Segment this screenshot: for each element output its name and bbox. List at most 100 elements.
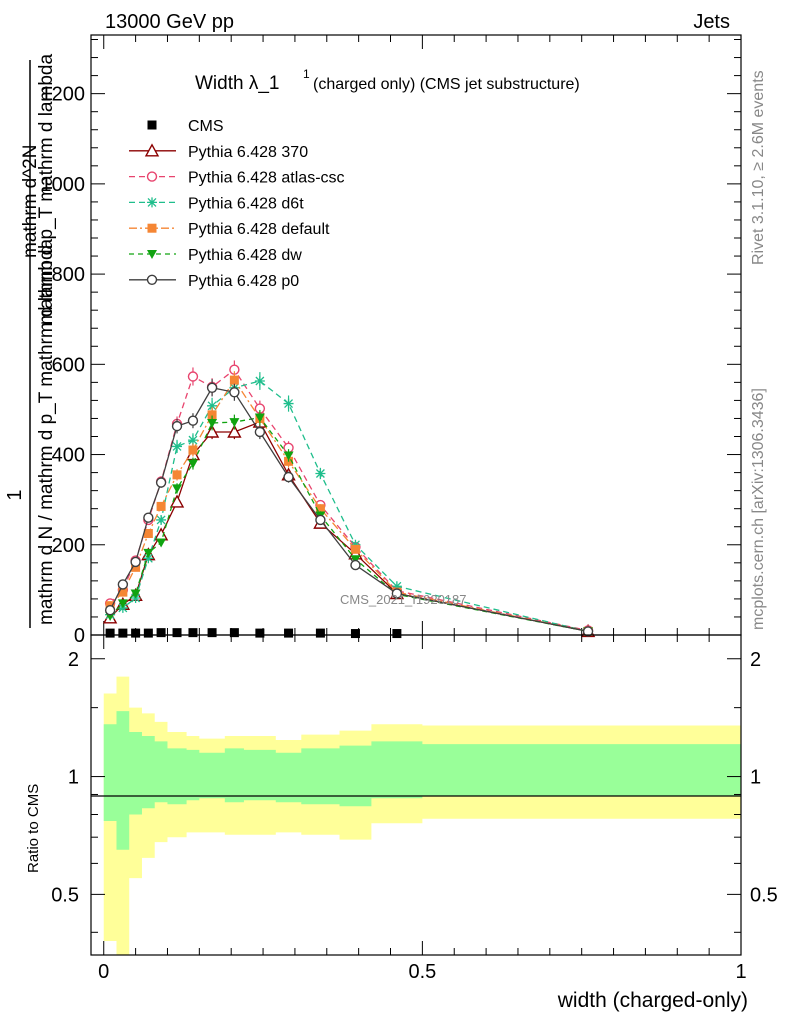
title-sup: 1	[303, 67, 310, 81]
legend: CMS Pythia 6.428 370 Pythia 6.428 atlas-cs…	[129, 118, 345, 290]
ylabel-right-top: mathrm d^2N	[20, 145, 41, 258]
main-ytick-label: 0	[74, 625, 85, 647]
main-ylabel: 1 mathrm d N / mathrm d p_T mathrm d lam…	[4, 54, 57, 628]
series-cms	[105, 628, 402, 639]
point-cms	[207, 628, 217, 638]
point-cms	[131, 628, 141, 638]
ratio-bands	[103, 676, 741, 955]
point-d6t	[350, 539, 361, 550]
main-ytick-label: 800	[52, 264, 85, 286]
header-left: 13000 GeV pp	[105, 11, 234, 33]
point-atlas	[187, 371, 199, 382]
point-d6t	[143, 553, 154, 564]
ratio-ytick-label-right: 0.5	[750, 884, 778, 906]
legend-item-d6t: Pythia 6.428 d6t	[129, 195, 304, 212]
legend-marker-dw	[147, 250, 157, 259]
point-default	[188, 445, 198, 455]
point-p0	[117, 579, 129, 590]
point-p370	[153, 527, 169, 541]
legend-marker-p370	[144, 143, 160, 157]
point-default	[156, 501, 166, 511]
legend-label-atlas: Pythia 6.428 atlas-csc	[188, 170, 345, 187]
mcplots-label: mcplots.cern.ch [arXiv:1306.3436]	[750, 388, 767, 630]
point-default	[172, 470, 182, 480]
ratio-band-inner	[103, 711, 741, 850]
main-ytick-label: 200	[52, 535, 85, 557]
point-dw	[283, 451, 294, 461]
point-p0	[171, 420, 183, 432]
xtick-label: 0.5	[408, 961, 436, 983]
point-p0	[206, 382, 218, 393]
ratio-ytick-label-left: 1	[68, 767, 79, 789]
legend-label-dw: Pythia 6.428 dw	[188, 247, 302, 264]
point-dw	[350, 555, 361, 565]
point-cms	[315, 628, 325, 638]
series-line-dw	[109, 416, 589, 633]
legend-label-p0: Pythia 6.428 p0	[188, 273, 299, 290]
point-cms	[172, 628, 182, 638]
ratio-ylabel: Ratio to CMS	[25, 784, 42, 873]
ratio-ytick-label-right: 2	[750, 649, 761, 671]
main-ytick-label: 400	[52, 445, 85, 467]
legend-label-p370: Pythia 6.428 370	[188, 144, 308, 161]
ratio-ytick-label-left: 0.5	[51, 884, 79, 906]
legend-item-default: Pythia 6.428 default	[129, 221, 330, 238]
point-p0	[391, 588, 403, 599]
point-d6t	[315, 468, 326, 479]
plot-title: Width λ_1 1 (charged only) (CMS jet subs…	[195, 67, 580, 94]
x-axis-label: width (charged-only)	[557, 989, 748, 1012]
point-dw	[156, 538, 167, 548]
title-rest: (charged only) (CMS jet substructure)	[313, 76, 580, 93]
ratio-plot-frame	[90, 634, 742, 956]
main-ytick-label: 1200	[41, 84, 86, 106]
point-dw	[207, 418, 218, 428]
point-cms	[105, 628, 115, 638]
legend-label-default: Pythia 6.428 default	[188, 221, 330, 238]
point-d6t	[156, 514, 167, 525]
point-p0	[155, 477, 167, 488]
point-d6t	[391, 581, 402, 592]
point-p0	[130, 556, 141, 568]
ylabel-denominator: mathrm d N / mathrm d p_T mathrm d lambd…	[36, 238, 57, 625]
point-p0	[229, 387, 240, 398]
point-dw	[172, 484, 183, 494]
point-cms	[156, 628, 166, 638]
legend-item-cms: CMS	[147, 118, 224, 135]
legend-item-p0: Pythia 6.428 p0	[129, 273, 299, 290]
series-dw	[105, 409, 594, 637]
point-dw	[187, 459, 198, 469]
legend-item-dw: Pythia 6.428 dw	[129, 247, 302, 264]
point-p0	[187, 415, 199, 426]
point-dw	[130, 589, 141, 599]
point-p370	[169, 494, 185, 508]
point-cms	[229, 628, 239, 638]
series-p0	[104, 379, 594, 637]
point-cms	[350, 629, 360, 639]
ylabel-numerator: 1	[4, 489, 26, 500]
point-default	[315, 504, 325, 514]
point-p0	[582, 626, 594, 637]
point-cms	[284, 628, 294, 638]
ratio-ytick-label-left: 2	[68, 649, 79, 671]
title-main: Width λ_1	[195, 73, 279, 94]
point-default	[118, 587, 128, 597]
legend-marker-p0	[146, 274, 158, 285]
ylabel-right-bottom: mathrm d p_T mathrm d lambda	[36, 54, 57, 325]
point-dw	[117, 599, 128, 609]
point-p0	[350, 559, 361, 571]
point-default	[229, 375, 239, 385]
point-dw	[143, 548, 154, 558]
main-series-group	[102, 360, 596, 639]
point-cms	[118, 628, 128, 638]
legend-item-p370: Pythia 6.428 370	[129, 143, 308, 161]
legend-marker-cms	[147, 120, 157, 130]
point-default	[207, 410, 217, 420]
series-line-default	[109, 378, 589, 633]
legend-marker-default	[147, 223, 157, 233]
watermark: CMS_2021_I1920187	[340, 592, 467, 607]
legend-item-atlas: Pythia 6.428 atlas-csc	[129, 170, 345, 187]
point-cms	[255, 628, 265, 638]
point-p370	[227, 424, 242, 438]
point-d6t	[172, 441, 183, 452]
